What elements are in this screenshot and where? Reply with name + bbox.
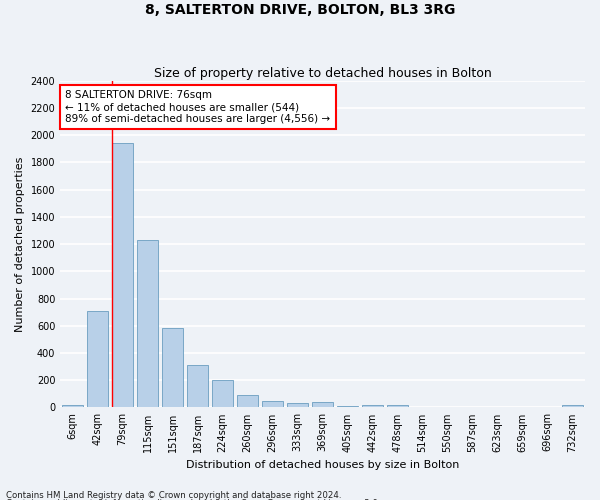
Text: Contains public sector information licensed under the Open Government Licence v3: Contains public sector information licen… bbox=[6, 499, 380, 500]
Text: Contains HM Land Registry data © Crown copyright and database right 2024.: Contains HM Land Registry data © Crown c… bbox=[6, 490, 341, 500]
Bar bbox=[262, 400, 283, 407]
Bar bbox=[237, 396, 258, 407]
Bar bbox=[312, 402, 333, 407]
Title: Size of property relative to detached houses in Bolton: Size of property relative to detached ho… bbox=[154, 66, 491, 80]
Bar bbox=[187, 366, 208, 408]
Bar bbox=[387, 406, 408, 407]
Text: 8, SALTERTON DRIVE, BOLTON, BL3 3RG: 8, SALTERTON DRIVE, BOLTON, BL3 3RG bbox=[145, 2, 455, 16]
Bar bbox=[112, 144, 133, 408]
Bar bbox=[337, 406, 358, 407]
Bar bbox=[137, 240, 158, 408]
Bar bbox=[62, 405, 83, 407]
Bar bbox=[287, 402, 308, 407]
Bar bbox=[362, 405, 383, 407]
Bar bbox=[212, 380, 233, 407]
Bar bbox=[562, 405, 583, 407]
Bar bbox=[162, 328, 183, 407]
Bar bbox=[87, 311, 108, 408]
X-axis label: Distribution of detached houses by size in Bolton: Distribution of detached houses by size … bbox=[186, 460, 459, 470]
Y-axis label: Number of detached properties: Number of detached properties bbox=[15, 156, 25, 332]
Text: 8 SALTERTON DRIVE: 76sqm
← 11% of detached houses are smaller (544)
89% of semi-: 8 SALTERTON DRIVE: 76sqm ← 11% of detach… bbox=[65, 90, 331, 124]
